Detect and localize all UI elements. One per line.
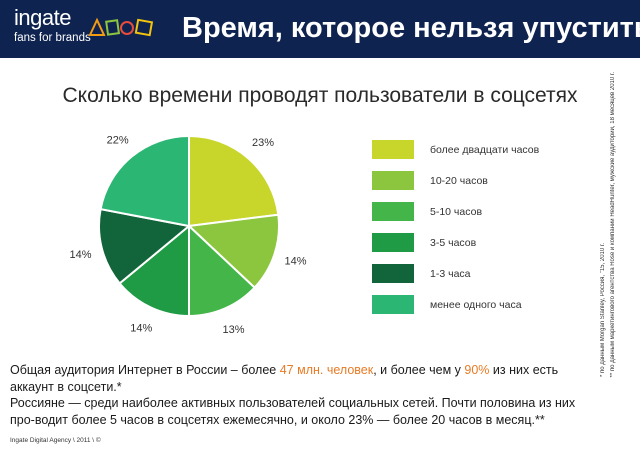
legend-swatch (372, 264, 414, 283)
source-note-1: * по данным Morgan Stanley, Россия, "15,… (600, 242, 606, 377)
slice-label-5: 14% (70, 249, 92, 261)
slice-label-4: 14% (130, 322, 152, 334)
paragraph-audience-end: из них есть аккаунт в соцсети.* (10, 363, 559, 394)
brand-logo-icon (88, 17, 154, 37)
pie-slice-3 (188, 223, 257, 318)
brand: ingate fans for brands (14, 6, 91, 45)
legend-label: более двадцати часов (430, 143, 540, 156)
legend-label: 10-20 часов (430, 174, 488, 187)
source-note-2: ** по данным маркетингового агентства Ro… (610, 71, 616, 378)
paragraph-audience-start: Общая аудитория Интернет в России – боле… (10, 363, 280, 377)
highlight-percent: 90% (464, 363, 490, 377)
legend-label: 5-10 часов (430, 205, 483, 218)
legend-item-4: 3-5 часов (372, 233, 539, 252)
brand-tagline: fans for brands (14, 32, 91, 44)
legend-swatch (372, 202, 414, 221)
legend-swatch (372, 295, 414, 314)
pie-slice-2 (186, 213, 280, 290)
page-title: Время, которое нельзя упустить (182, 12, 640, 44)
pie-slice-6 (99, 134, 190, 228)
chart-legend: более двадцати часов 10-20 часов 5-10 часо… (372, 140, 539, 326)
legend-item-2: 10-20 часов (372, 171, 539, 190)
header-bar: ingate fans for brands Время, которое не… (0, 0, 640, 58)
paragraph-activity: Россияне — среди наиболее активных польз… (10, 396, 576, 427)
pie-slice-1 (188, 134, 280, 228)
slice-label-1: 23% (252, 137, 274, 149)
source-notes: * по данным Morgan Stanley, Россия, "15,… (597, 72, 627, 378)
slice-label-3: 13% (222, 324, 244, 336)
legend-label: 3-5 часов (430, 236, 477, 249)
pie-slice-5 (98, 207, 192, 285)
legend-swatch (372, 140, 414, 159)
brand-name: ingate (14, 5, 71, 30)
paragraph-audience: Общая аудитория Интернет в России – боле… (10, 362, 600, 395)
slice-label-2: 14% (285, 256, 307, 268)
legend-item-3: 5-10 часов (372, 202, 539, 221)
legend-label: менее одного часа (430, 298, 522, 311)
body-text: Общая аудитория Интернет в России – боле… (10, 362, 600, 428)
legend-swatch (372, 233, 414, 252)
pie-slice-4 (118, 223, 190, 318)
slice-label-6: 22% (107, 135, 129, 147)
legend-label: 1-3 часа (430, 267, 471, 280)
legend-item-5: 1-3 часа (372, 264, 539, 283)
legend-swatch (372, 171, 414, 190)
footer-text: Ingate Digital Agency \ 2011 \ © (10, 437, 101, 444)
paragraph-audience-mid: , и более чем у (373, 363, 465, 377)
highlight-audience: 47 млн. человек (279, 363, 374, 377)
chart-title: Сколько времени проводят пользователи в … (62, 84, 578, 107)
legend-item-1: более двадцати часов (372, 140, 539, 159)
legend-item-6: менее одного часа (372, 295, 539, 314)
